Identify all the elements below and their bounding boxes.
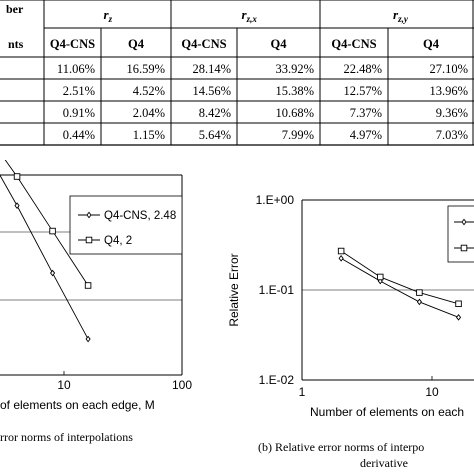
diamond-marker — [85, 335, 91, 343]
square-marker — [460, 244, 468, 252]
left-caption: rror norms of interpolations — [0, 430, 133, 444]
table-cell: 27.10% — [429, 62, 468, 76]
diamond-marker — [461, 218, 467, 226]
x-tick-label: 1 — [299, 385, 306, 399]
table-cell: 13.96% — [429, 84, 468, 98]
square-marker — [416, 289, 423, 296]
square-marker — [377, 273, 384, 281]
square-marker — [85, 236, 93, 244]
table-cell: 7.99% — [282, 128, 314, 142]
table-column-header: Q4-CNS — [50, 37, 95, 51]
table-column-header: Q4 — [271, 37, 288, 51]
table-cell: 7.37% — [350, 106, 382, 120]
legend — [447, 205, 474, 263]
table-cell: 4.52% — [133, 84, 165, 98]
table-cell: 10.68% — [275, 106, 314, 120]
legend: Q4-CNS, 2.48 Q4, 2 — [69, 195, 183, 255]
right-convergence-chart: 1.E+00 1.E-01 1.E-02 1 10 Number of elements … — [222, 160, 474, 420]
square-marker — [13, 173, 21, 180]
legend-label: Q4, 2 — [104, 235, 132, 247]
table-group-header: rz,y — [393, 7, 409, 24]
series-line-1 — [0, 174, 89, 340]
legend-box — [447, 205, 474, 263]
series-line-2 — [340, 250, 459, 305]
y-tick-label: 1.E+00 — [256, 193, 295, 207]
x-tick-label: 10 — [425, 385, 439, 399]
y-tick-label: 1.E-02 — [259, 373, 295, 387]
table-group-header: rz,x — [242, 7, 258, 24]
table-cell: 33.92% — [275, 62, 314, 76]
diamond-marker — [416, 298, 422, 306]
table-cell: 28.14% — [192, 62, 231, 76]
table-column-header: Q4 — [128, 37, 145, 51]
diamond-marker — [86, 211, 92, 219]
table-column-header: Q4-CNS — [181, 37, 226, 51]
table-column-header: Q4 — [423, 37, 440, 51]
square-marker — [455, 300, 462, 308]
y-tick-label: 1.E-01 — [259, 283, 295, 297]
table-cell: 12.57% — [343, 84, 382, 98]
table-header-elements: nts — [8, 37, 24, 51]
table-cell: 16.59% — [126, 62, 165, 76]
right-caption-line1: (b) Relative error norms of interpo — [258, 440, 425, 454]
table-cell: 14.56% — [192, 84, 231, 98]
table-group-header: rz — [104, 7, 113, 24]
table-cell: 11.06% — [57, 62, 95, 76]
diamond-marker — [14, 202, 20, 209]
diamond-marker — [49, 269, 56, 277]
right-caption-line2: derivative — [360, 456, 408, 470]
series-line-2 — [0, 151, 89, 286]
x-tick-label: 10 — [57, 378, 71, 392]
table-header-number: ber — [6, 2, 24, 16]
table-cell: 1.15% — [133, 128, 165, 142]
square-marker — [337, 247, 345, 255]
y-axis-label: Relative Error — [227, 253, 241, 326]
table-column-header: Q4-CNS — [331, 37, 376, 51]
table-cell: 9.36% — [436, 106, 468, 120]
legend-box — [69, 195, 183, 255]
table-cell: 4.97% — [350, 128, 382, 142]
series-line-1 — [340, 257, 459, 318]
left-convergence-chart: 10 100 of elements on each edge, M Q4-CNS, … — [0, 151, 200, 420]
table-cell: 2.04% — [133, 106, 165, 120]
x-axis-label: Number of elements on each — [310, 405, 464, 419]
table-cell: 0.91% — [63, 106, 95, 120]
table-cell: 22.48% — [343, 62, 382, 76]
square-marker — [49, 227, 56, 235]
table-cell: 7.03% — [436, 128, 468, 142]
table-cell: 2.51% — [63, 84, 95, 98]
table-cell: 8.42% — [199, 106, 231, 120]
table-cell: 0.44% — [63, 128, 95, 142]
diamond-marker — [338, 255, 344, 262]
legend-label: Q4-CNS, 2.48 — [104, 210, 176, 222]
results-table: ber nts rz rz,x rz,y Q4-CNS Q4 Q4-CNS Q4 Q4-CNS Q4… — [0, 0, 474, 148]
diamond-marker — [455, 313, 462, 321]
x-axis-label: of elements on each edge, M — [0, 398, 155, 412]
table-cell: 15.38% — [275, 84, 314, 98]
square-marker — [84, 282, 92, 289]
table-cell: 5.64% — [199, 128, 231, 142]
x-tick-label: 100 — [172, 378, 192, 392]
